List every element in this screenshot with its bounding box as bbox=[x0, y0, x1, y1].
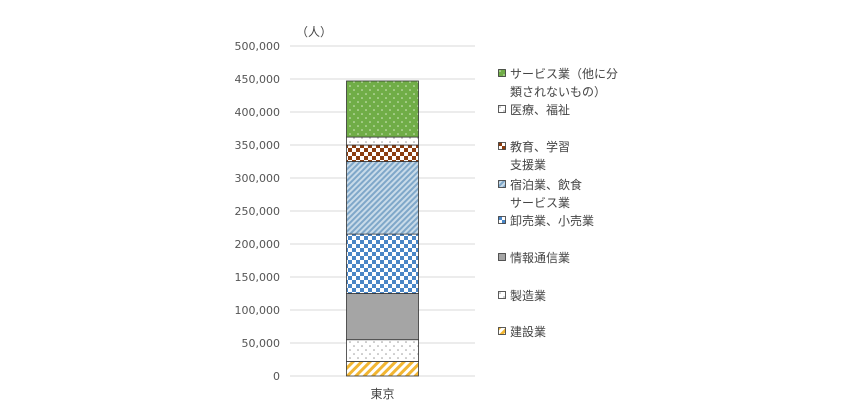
legend-label-line: サービス業 bbox=[510, 196, 571, 210]
legend-label-line: 情報通信業 bbox=[510, 251, 571, 265]
y-tick-label: 0 bbox=[273, 370, 280, 383]
bar-segment bbox=[346, 144, 419, 162]
y-tick-label: 450,000 bbox=[235, 73, 281, 86]
legend-label-line: 卸売業、小売業 bbox=[510, 214, 595, 228]
legend-label-line: 宿泊業、飲食 bbox=[510, 178, 583, 192]
bar-segment bbox=[346, 80, 419, 138]
legend-label: 宿泊業、飲食 サービス業 bbox=[510, 176, 582, 212]
legend-label-line: サービス業（他に分 bbox=[510, 67, 619, 81]
y-tick-label: 400,000 bbox=[235, 106, 281, 119]
x-category-label: 東京 bbox=[370, 387, 394, 401]
stacked-bar bbox=[346, 80, 419, 377]
y-tick-label: 200,000 bbox=[235, 238, 281, 251]
legend-swatch bbox=[498, 291, 506, 299]
y-axis-tick-labels: 0 50,000 100,000 150,000 200,000 250,000 300,0… bbox=[235, 40, 281, 383]
legend-label: 卸売業、小売業 bbox=[510, 212, 594, 230]
bar-segment bbox=[346, 233, 419, 294]
legend-item: 製造業 bbox=[498, 287, 638, 305]
y-tick-label: 150,000 bbox=[235, 271, 281, 284]
bar-segment bbox=[346, 339, 419, 362]
bar-segment bbox=[346, 136, 419, 146]
bar-segment bbox=[346, 161, 419, 235]
legend-swatch bbox=[498, 105, 506, 113]
legend-label: 教育、学習 支援業 bbox=[510, 138, 570, 174]
legend-label: 医療、福祉 bbox=[510, 101, 570, 119]
legend-item: 宿泊業、飲食 サービス業 bbox=[498, 176, 638, 212]
x-axis-category-labels: 東京 bbox=[370, 387, 394, 401]
legend-swatch bbox=[498, 142, 506, 150]
legend-label: 情報通信業 bbox=[510, 249, 570, 267]
legend-label-line: 医療、福祉 bbox=[510, 103, 571, 117]
bar-segment bbox=[346, 293, 419, 341]
legend-item: 卸売業、小売業 bbox=[498, 212, 638, 230]
legend-swatch bbox=[498, 327, 506, 335]
legend-label: 製造業 bbox=[510, 287, 546, 305]
y-tick-label: 500,000 bbox=[235, 40, 281, 53]
legend-item: 建設業 bbox=[498, 323, 638, 341]
legend-item: 情報通信業 bbox=[498, 249, 638, 267]
y-tick-label: 50,000 bbox=[242, 337, 281, 350]
legend-item: 医療、福祉 bbox=[498, 101, 638, 119]
legend-item: サービス業（他に分 類されないもの） bbox=[498, 65, 638, 101]
legend-label-line: 建設業 bbox=[510, 325, 547, 339]
legend-label-line: 教育、学習 bbox=[510, 140, 571, 154]
legend-label-line: 製造業 bbox=[510, 289, 547, 303]
bar-segment bbox=[346, 361, 419, 377]
legend-swatch bbox=[498, 253, 506, 261]
legend-label: 建設業 bbox=[510, 323, 546, 341]
legend-label: サービス業（他に分 類されないもの） bbox=[510, 65, 618, 101]
y-tick-label: 250,000 bbox=[235, 205, 281, 218]
y-tick-label: 100,000 bbox=[235, 304, 281, 317]
legend-swatch bbox=[498, 69, 506, 77]
legend-label-line: 支援業 bbox=[510, 158, 547, 172]
legend-item: 教育、学習 支援業 bbox=[498, 138, 638, 174]
legend-swatch bbox=[498, 180, 506, 188]
y-tick-label: 350,000 bbox=[235, 139, 281, 152]
legend-swatch bbox=[498, 216, 506, 224]
legend-label-line: 類されないもの） bbox=[510, 85, 607, 99]
y-axis-unit-label: （人） bbox=[296, 25, 332, 39]
y-tick-label: 300,000 bbox=[235, 172, 281, 185]
